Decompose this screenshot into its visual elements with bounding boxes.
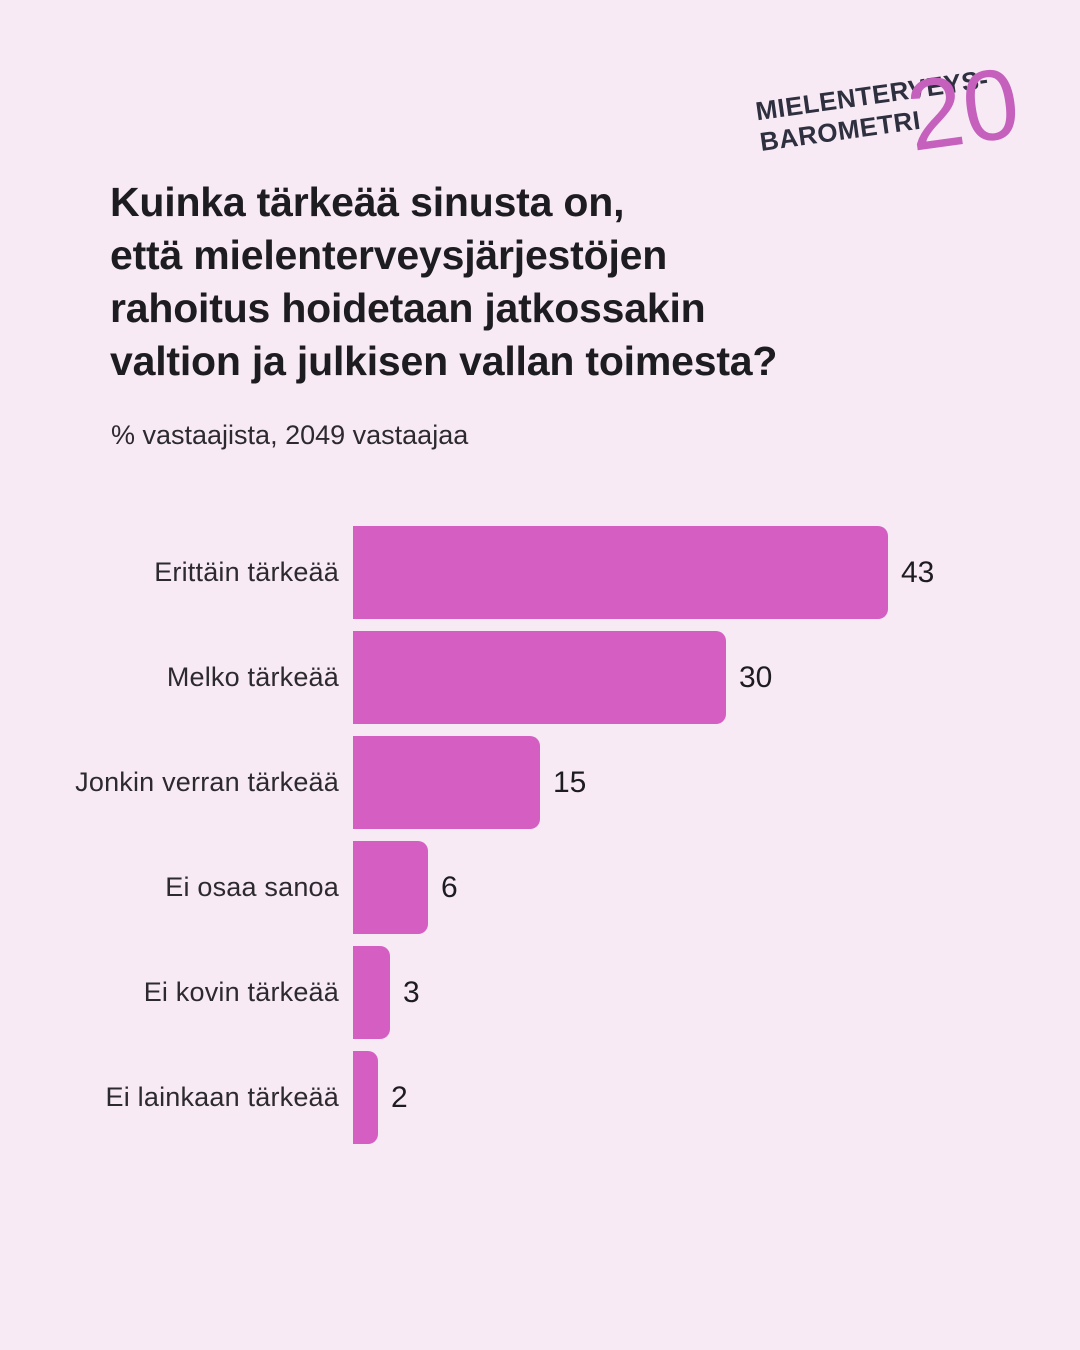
title-line: rahoitus hoidetaan jatkossakin — [110, 285, 706, 331]
chart-subtitle: % vastaajista, 2049 vastaajaa — [111, 420, 469, 450]
bar-row: Ei kovin tärkeää 3 — [0, 946, 1080, 1039]
bar — [353, 946, 390, 1039]
chart-title: Kuinka tärkeää sinusta on, että mielente… — [110, 176, 777, 388]
logo: MIELENTERVEYS- BAROMETRI 20 — [754, 46, 1028, 215]
category-label: Ei osaa sanoa — [165, 872, 339, 902]
category-label: Melko tärkeää — [166, 662, 339, 692]
value-label: 43 — [901, 555, 935, 589]
bar-row: Jonkin verran tärkeää 15 — [0, 736, 1080, 829]
value-label: 2 — [391, 1080, 408, 1114]
bar-row: Erittäin tärkeää 43 — [0, 526, 1080, 619]
bar — [353, 526, 888, 619]
bar-row: Ei lainkaan tärkeää 2 — [0, 1051, 1080, 1144]
logo-anniversary-20-badge: 20 — [900, 46, 1026, 173]
bar — [353, 841, 428, 934]
bar-row: Melko tärkeää 30 — [0, 631, 1080, 724]
bar — [353, 631, 726, 724]
title-line: valtion ja julkisen vallan toimesta? — [110, 338, 778, 384]
title-line: Kuinka tärkeää sinusta on, — [110, 179, 625, 225]
bar — [353, 736, 540, 829]
title-line: että mielenterveysjärjestöjen — [110, 232, 668, 278]
bar-row: Ei osaa sanoa 6 — [0, 841, 1080, 934]
value-label: 15 — [553, 765, 587, 799]
category-label: Ei kovin tärkeää — [143, 977, 339, 1007]
value-label: 6 — [441, 870, 458, 904]
category-label: Ei lainkaan tärkeää — [105, 1082, 339, 1112]
bar — [353, 1051, 378, 1144]
bar-chart: Erittäin tärkeää 43 Melko tärkeää 30 Jon… — [0, 526, 1080, 1156]
value-label: 3 — [403, 975, 420, 1009]
value-label: 30 — [739, 660, 773, 694]
category-label: Jonkin verran tärkeää — [75, 767, 339, 797]
category-label: Erittäin tärkeää — [154, 557, 339, 587]
